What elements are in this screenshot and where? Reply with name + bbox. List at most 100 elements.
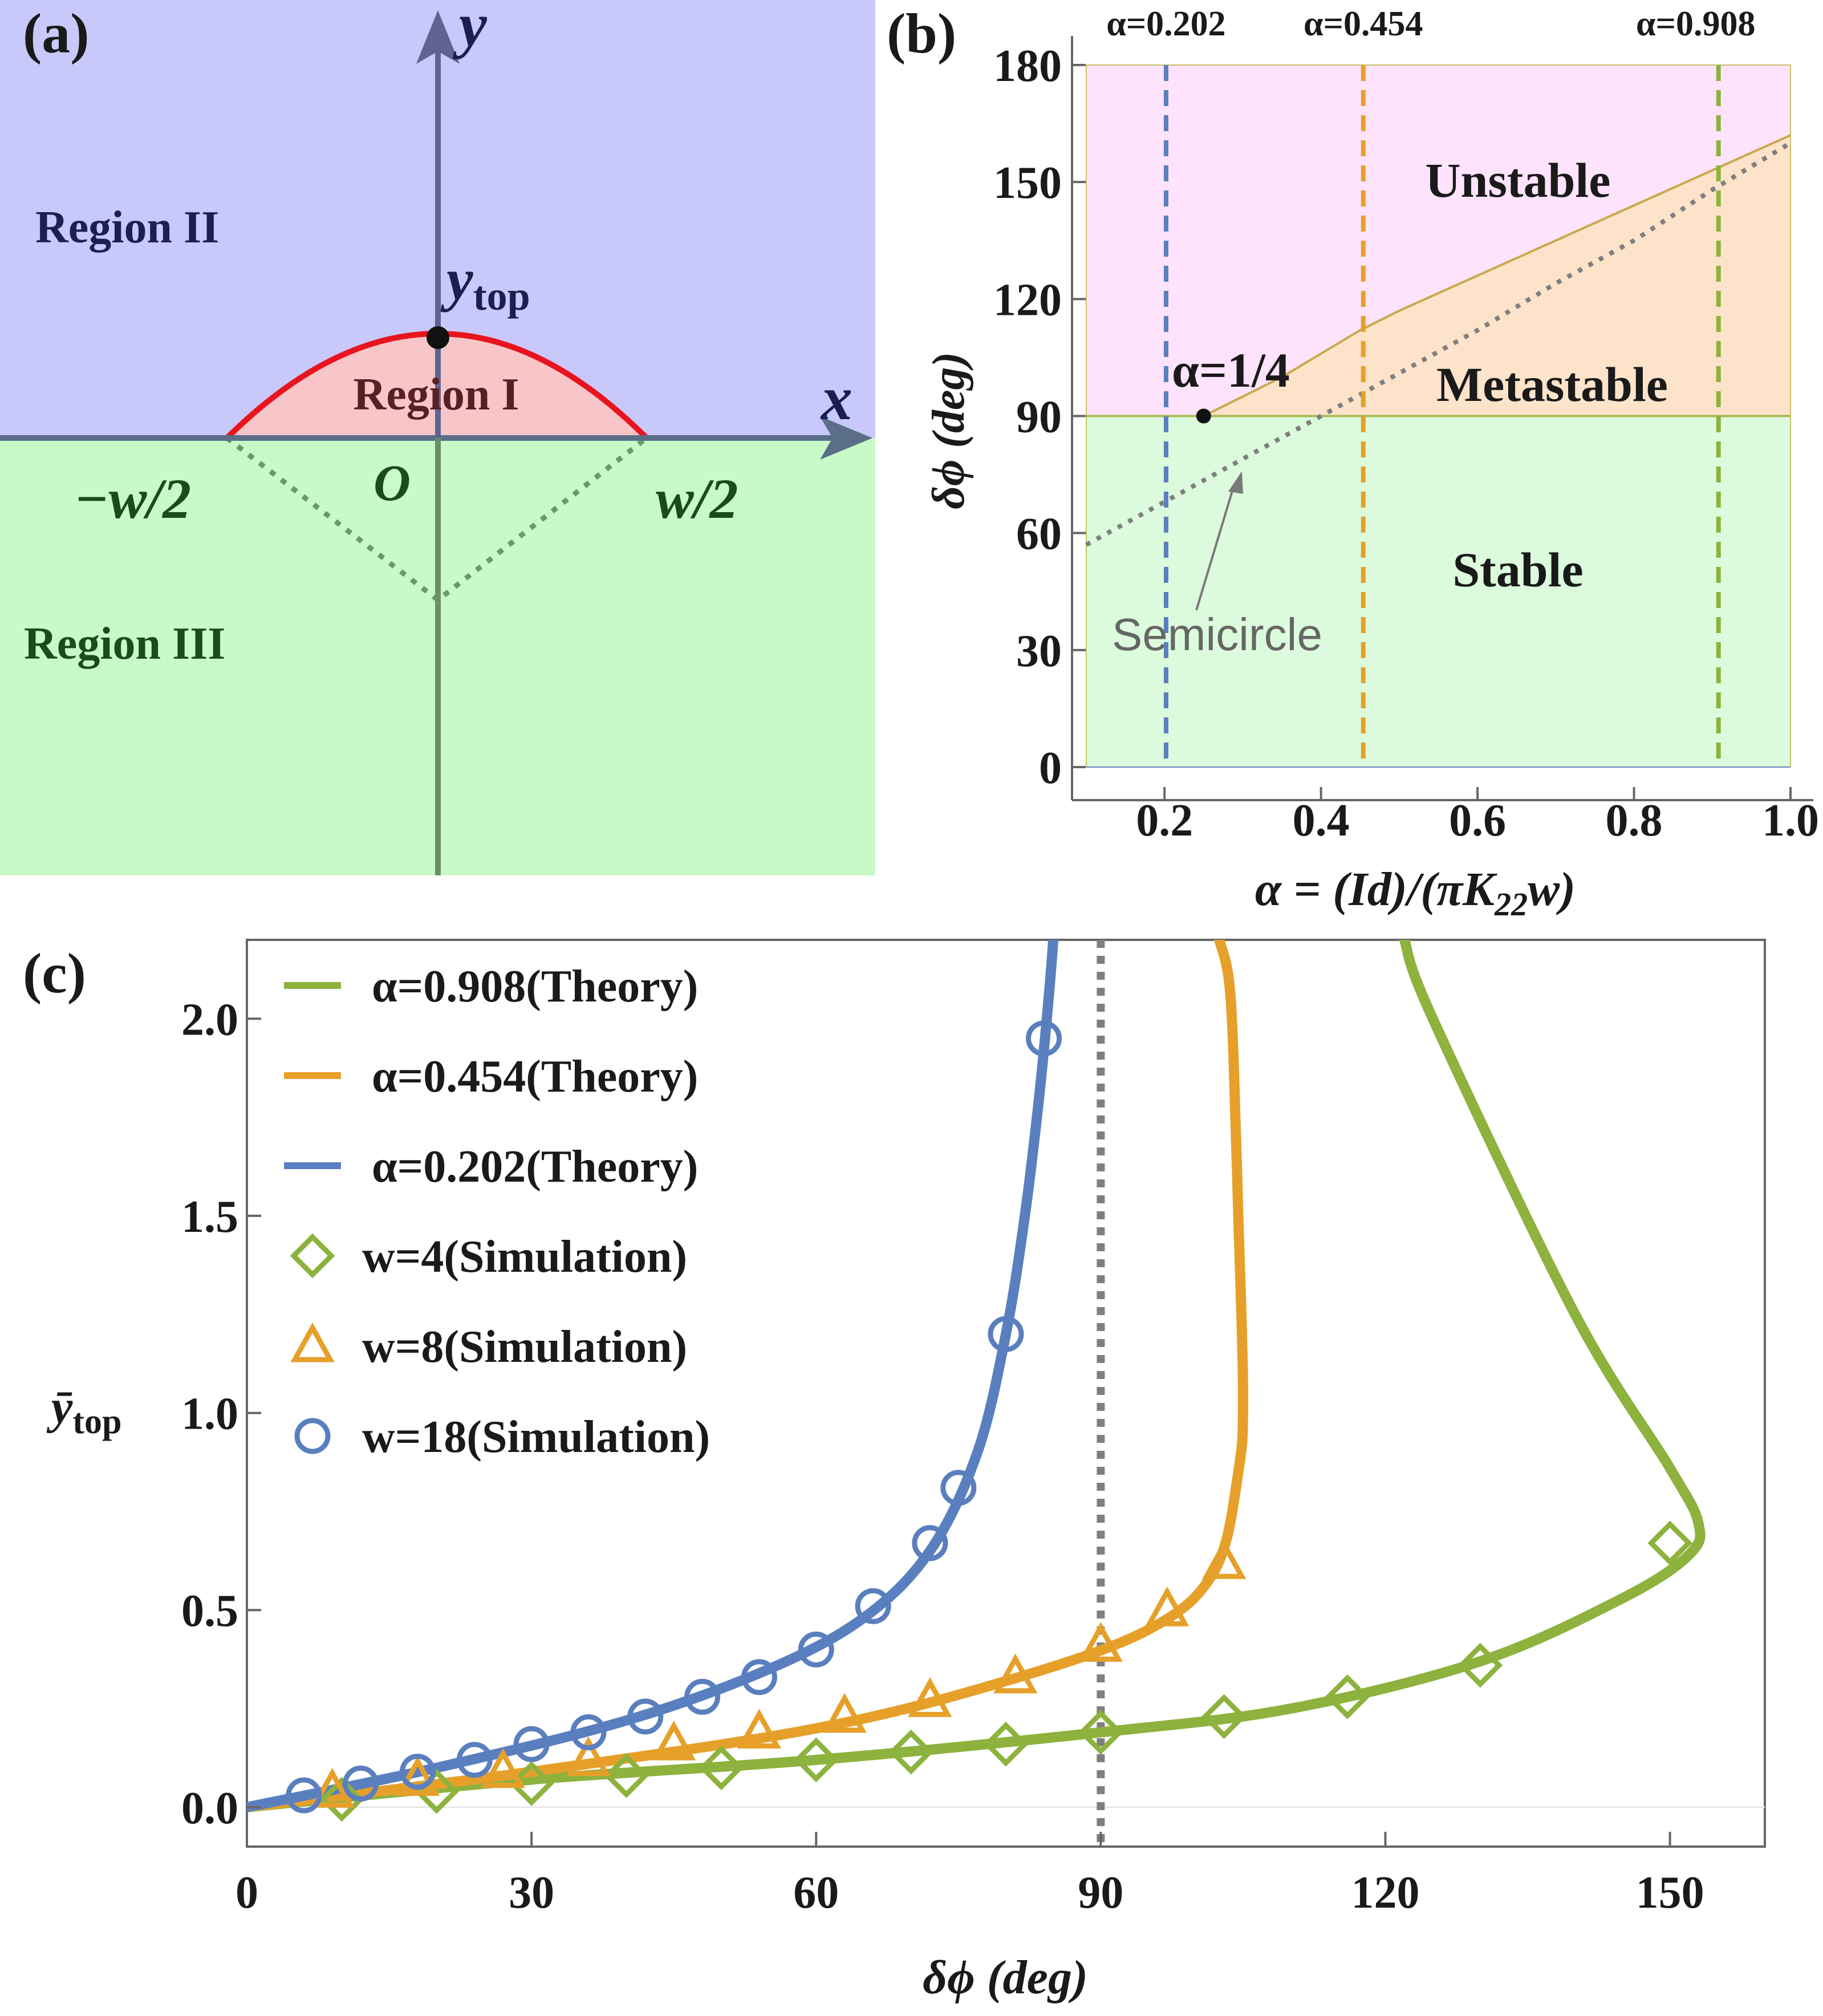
b-ytick-label: 120 [993, 275, 1062, 325]
c-sim-marker-diamond [699, 1745, 744, 1791]
c-xlabel: δϕ (deg) [923, 1951, 1088, 2004]
b-xtick-label: 0.4 [1293, 796, 1350, 846]
c-sim-marker-circle [456, 1742, 493, 1778]
c-sim-marker-circle [513, 1726, 550, 1762]
c-sim-marker-circle [855, 1588, 891, 1624]
c-theory-curve-0 [247, 940, 1706, 1812]
origin-label: O [373, 455, 411, 512]
c-sim-marker-circle [343, 1765, 379, 1802]
b-ytick-label: 180 [993, 41, 1062, 91]
panel-a-diagram: (a) Region II Region I Region III x y yt… [0, 0, 875, 875]
c-sim-marker-circle [399, 1754, 436, 1790]
c-xtick-label: 90 [1078, 1868, 1123, 1918]
c-sim-marker-triangle [310, 1767, 355, 1808]
c-ylabel: ȳtop [46, 1381, 121, 1441]
panel-c-ytop-chart: 0.0 0.5 1.0 1.5 2.0 0 30 60 90 120 150 α=0.908(The… [23, 939, 1766, 2004]
ytop-sub: top [473, 273, 530, 319]
c-ytick-label: 0.5 [181, 1586, 238, 1636]
c-legend-label: α=0.202(Theory) [372, 1142, 698, 1192]
c-sim-marker-triangle [822, 1693, 867, 1733]
x-axis-label: x [820, 363, 852, 433]
c-theory-curve-2 [247, 940, 1059, 1812]
c-xtick-label: 150 [1636, 1868, 1704, 1918]
c-sim-marker-diamond [793, 1737, 839, 1783]
c-sim-marker-triangle [1145, 1586, 1189, 1626]
c-legend-label: α=0.908(Theory) [372, 962, 698, 1012]
b-region-label-stable: Stable [1452, 542, 1583, 597]
c-sim-marker-circle [1026, 1020, 1062, 1057]
panel-b-stability-chart: α=0.202 α=0.454 α=0.908 0 30 60 90 120 150 180 0.… [887, 2, 1819, 923]
b-alpha-line-label-1: α=0.454 [1304, 5, 1423, 43]
c-sim-marker-diamond [1078, 1710, 1123, 1755]
c-ytick-label: 1.5 [181, 1192, 238, 1242]
c-sim-marker-triangle [652, 1720, 696, 1761]
b-xtick-label: 0.2 [1136, 796, 1193, 846]
c-sim-marker-circle [286, 1777, 322, 1814]
c-sim-marker-circle [684, 1678, 721, 1715]
c-legend-swatch-diamond [290, 1233, 335, 1279]
b-ytick-label: 150 [993, 158, 1062, 208]
c-sim-marker-circle [940, 1470, 977, 1506]
b-xtick-label: 1.0 [1762, 796, 1819, 846]
c-xtick-label: 120 [1351, 1868, 1420, 1918]
b-semicircle-arrow [1195, 483, 1236, 611]
panel-c-label: (c) [23, 942, 86, 1005]
c-ylabel-sub: top [72, 1402, 121, 1441]
b-alpha-line-label-2: α=0.908 [1636, 5, 1755, 43]
c-sim-marker-triangle [908, 1677, 952, 1717]
b-alpha-line-label-0: α=0.202 [1106, 5, 1225, 43]
c-xtick-label: 0 [236, 1868, 258, 1918]
b-unstable-boundary-curve [1203, 134, 1791, 417]
c-legend-swatch-triangle [290, 1322, 335, 1362]
c-legend-label: w=18(Simulation) [362, 1412, 710, 1462]
c-sim-marker-circle [988, 1316, 1024, 1352]
c-sim-marker-circle [798, 1631, 834, 1668]
c-ytick-label: 0.0 [181, 1783, 238, 1834]
c-sim-marker-triangle [395, 1756, 440, 1796]
b-region-label-unstable: Unstable [1426, 153, 1611, 208]
b-semicircle-label: Semicircle [1112, 609, 1322, 660]
b-semicircle-curve [1085, 141, 1792, 547]
dotted-wedge [225, 436, 648, 603]
b-region-metastable [1203, 135, 1790, 416]
neg-half-width-label: −w/2 [74, 467, 191, 530]
panel-b-label: (b) [887, 2, 956, 65]
b-semicircle-arrowhead [1228, 471, 1243, 494]
pos-half-width-label: w/2 [656, 467, 738, 530]
c-xtick-label: 30 [509, 1868, 554, 1918]
b-ylabel: δϕ (deg) [924, 352, 974, 509]
ytop-point [427, 326, 449, 349]
c-ylabel-main: ȳ [46, 1381, 73, 1434]
b-region-stable [1086, 416, 1790, 767]
c-sim-marker-triangle [737, 1709, 782, 1749]
c-sim-marker-diamond [1647, 1520, 1692, 1566]
c-legend-label: α=0.454(Theory) [372, 1052, 698, 1102]
c-legend-label: w=8(Simulation) [362, 1322, 687, 1372]
b-xtick-label: 0.8 [1606, 796, 1663, 846]
c-sim-marker-circle [741, 1659, 777, 1695]
c-sim-marker-diamond [604, 1753, 649, 1798]
c-sim-marker-triangle [1078, 1622, 1123, 1662]
b-ytick-label: 0 [1039, 743, 1062, 793]
c-frame [246, 939, 1766, 1848]
c-ytick-label: 2.0 [181, 995, 238, 1045]
c-sim-marker-triangle [481, 1748, 525, 1788]
c-legend-label: w=4(Simulation) [362, 1232, 687, 1282]
region-1-label: Region I [353, 370, 519, 420]
b-point-label: α=1/4 [1172, 343, 1290, 397]
b-ytick-label: 30 [1016, 626, 1062, 676]
c-sim-marker-diamond [1201, 1694, 1247, 1739]
region-3-label: Region III [24, 619, 225, 669]
b-xtick-label: 0.6 [1449, 796, 1506, 846]
b-ytick-label: 90 [1016, 392, 1062, 443]
c-sim-marker-circle [627, 1698, 664, 1735]
x-axis-arrowhead [820, 416, 872, 460]
region-2-label: Region II [35, 202, 219, 253]
c-sim-marker-triangle [1202, 1539, 1247, 1579]
c-sim-marker-diamond [1325, 1674, 1370, 1719]
panel-a-label: (a) [23, 2, 90, 65]
c-sim-marker-diamond [1457, 1642, 1503, 1688]
y-axis-arrowhead [416, 10, 460, 64]
c-ytick-label: 1.0 [181, 1389, 238, 1439]
